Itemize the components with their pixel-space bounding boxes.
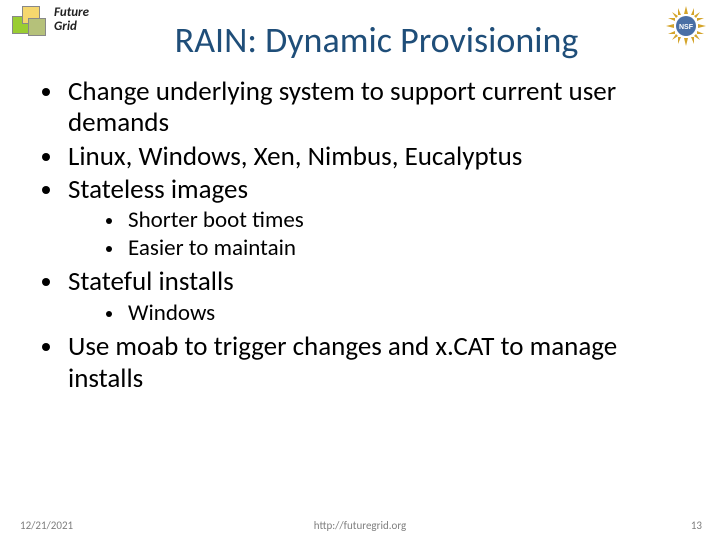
sub-bullet-list: Windows [106,300,690,328]
slide-title: RAIN: Dynamic Provisioning [89,4,664,62]
bullet-item: Linux, Windows, Xen, Nimbus, Eucalyptus [42,141,690,172]
bullet-item: Stateful installs Windows [42,266,690,327]
brand-text: Future Grid [54,6,89,35]
bullet-list: Change underlying system to support curr… [42,76,690,394]
bullet-item: Change underlying system to support curr… [42,76,690,139]
slide-body: Change underlying system to support curr… [0,70,720,394]
sub-bullet-item: Windows [106,300,690,328]
sub-bullet-item: Easier to maintain [106,235,690,263]
bullet-item: Stateless images Shorter boot times Easi… [42,174,690,263]
bullet-item: Use moab to trigger changes and x.CAT to… [42,331,690,394]
footer-date: 12/21/2021 [20,519,73,532]
bullet-text: Stateful installs [68,265,234,298]
sub-bullet-item: Shorter boot times [106,207,690,235]
brand-line2: Grid [54,20,89,34]
futuregrid-logo [12,6,48,38]
svg-text:NSF: NSF [679,24,694,31]
brand-line1: Future [54,6,89,20]
sub-bullet-list: Shorter boot times Easier to maintain [106,207,690,262]
footer-page-number: 13 [691,519,702,532]
nsf-logo: NSF [664,4,708,48]
footer-url: http://futuregrid.org [314,519,406,532]
slide-header: Future Grid RAIN: Dynamic Provisioning [0,0,720,70]
bullet-text: Stateless images [68,173,248,206]
